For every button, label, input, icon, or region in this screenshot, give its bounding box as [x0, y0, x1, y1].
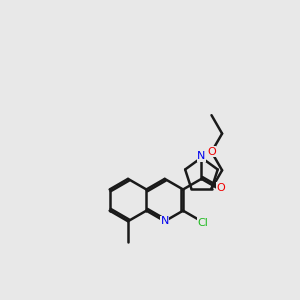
Text: O: O: [216, 183, 225, 193]
Text: Cl: Cl: [197, 218, 208, 228]
Text: N: N: [197, 151, 206, 161]
Text: N: N: [160, 216, 169, 226]
Text: O: O: [207, 147, 216, 157]
